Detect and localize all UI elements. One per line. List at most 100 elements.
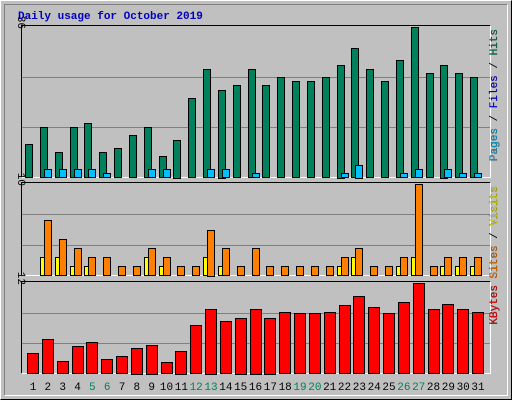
legend-entry: Sites bbox=[489, 245, 501, 278]
x-tick-label: 29 bbox=[442, 382, 455, 394]
bar bbox=[131, 348, 143, 375]
bar bbox=[88, 257, 96, 276]
bar bbox=[442, 304, 454, 374]
x-tick-label: 8 bbox=[134, 382, 141, 394]
bar bbox=[86, 342, 98, 374]
bar bbox=[279, 312, 291, 374]
legend-entry: Files bbox=[489, 75, 501, 108]
x-tick-label: 11 bbox=[175, 382, 189, 394]
bar bbox=[309, 313, 321, 374]
bar bbox=[177, 266, 185, 276]
legend-entry: Hits bbox=[489, 29, 501, 55]
bar bbox=[292, 81, 300, 178]
y-tick-label: 10 bbox=[14, 173, 26, 186]
x-tick-label: 16 bbox=[249, 382, 262, 394]
x-tick-label: 7 bbox=[119, 382, 126, 394]
bar bbox=[426, 73, 434, 178]
bar bbox=[103, 173, 111, 178]
bar bbox=[413, 283, 425, 374]
bar bbox=[459, 257, 467, 276]
bar bbox=[353, 296, 365, 374]
bar bbox=[266, 266, 274, 276]
bar bbox=[370, 266, 378, 276]
bar bbox=[400, 257, 408, 276]
bar bbox=[44, 169, 52, 178]
bar bbox=[250, 309, 262, 375]
x-tick-label: 26 bbox=[397, 382, 410, 394]
bar bbox=[148, 248, 156, 276]
bar bbox=[368, 307, 380, 374]
legend-entry: KBytes bbox=[489, 285, 501, 325]
x-tick-label: 10 bbox=[160, 382, 173, 394]
bar bbox=[474, 173, 482, 178]
bar bbox=[207, 169, 215, 178]
bar bbox=[444, 169, 452, 178]
x-tick-label: 9 bbox=[148, 382, 155, 394]
bar bbox=[339, 305, 351, 374]
bar bbox=[233, 85, 241, 178]
bar bbox=[341, 257, 349, 276]
bevel-inner bbox=[4, 4, 508, 396]
bar bbox=[341, 173, 349, 178]
bar bbox=[381, 81, 389, 178]
bar bbox=[163, 169, 171, 178]
bar bbox=[133, 266, 141, 276]
legend: Pages / Files / Hits bbox=[489, 29, 501, 161]
bar bbox=[322, 77, 330, 178]
x-tick-label: 21 bbox=[323, 382, 337, 394]
x-tick-label: 14 bbox=[219, 382, 233, 394]
bar bbox=[235, 318, 247, 375]
plot-border bbox=[21, 25, 491, 178]
x-tick-label: 27 bbox=[412, 382, 425, 394]
bar bbox=[27, 353, 39, 374]
bar bbox=[411, 27, 419, 178]
bar bbox=[415, 169, 423, 178]
x-tick-label: 3 bbox=[59, 382, 66, 394]
bar bbox=[264, 318, 276, 375]
bar bbox=[190, 325, 202, 374]
bar bbox=[88, 169, 96, 178]
plot-border bbox=[21, 182, 491, 276]
bar bbox=[114, 148, 122, 178]
chart-title: Daily usage for October 2019 bbox=[18, 11, 203, 23]
legend-separator: / bbox=[489, 55, 501, 75]
x-tick-label: 25 bbox=[382, 382, 395, 394]
x-tick-label: 24 bbox=[368, 382, 382, 394]
bar bbox=[307, 81, 315, 178]
bar bbox=[415, 184, 423, 276]
bar bbox=[311, 266, 319, 276]
x-tick-label: 1 bbox=[30, 382, 37, 394]
bar bbox=[252, 248, 260, 276]
bar bbox=[116, 356, 128, 374]
bar bbox=[222, 248, 230, 276]
bar bbox=[337, 65, 345, 179]
legend-separator: / bbox=[489, 226, 501, 246]
bar bbox=[398, 302, 410, 374]
bar bbox=[103, 257, 111, 276]
bevel-inner bbox=[4, 4, 508, 396]
bar bbox=[44, 220, 52, 276]
bar bbox=[296, 266, 304, 276]
bar bbox=[59, 169, 67, 178]
legend-separator: / bbox=[489, 108, 501, 128]
x-tick-label: 2 bbox=[45, 382, 52, 394]
bar bbox=[173, 140, 181, 179]
x-tick-label: 28 bbox=[427, 382, 440, 394]
bar bbox=[383, 313, 395, 374]
bar bbox=[237, 266, 245, 276]
bar bbox=[42, 339, 54, 374]
bar bbox=[366, 69, 374, 178]
plot-border bbox=[21, 281, 491, 374]
bar bbox=[428, 309, 440, 374]
bar bbox=[459, 173, 467, 178]
bar bbox=[262, 85, 270, 178]
x-tick-label: 20 bbox=[308, 382, 321, 394]
bar bbox=[440, 65, 448, 179]
x-tick-label: 12 bbox=[190, 382, 203, 394]
bar bbox=[455, 73, 463, 178]
bar bbox=[129, 135, 137, 178]
x-tick-label: 15 bbox=[234, 382, 247, 394]
bar bbox=[355, 248, 363, 276]
